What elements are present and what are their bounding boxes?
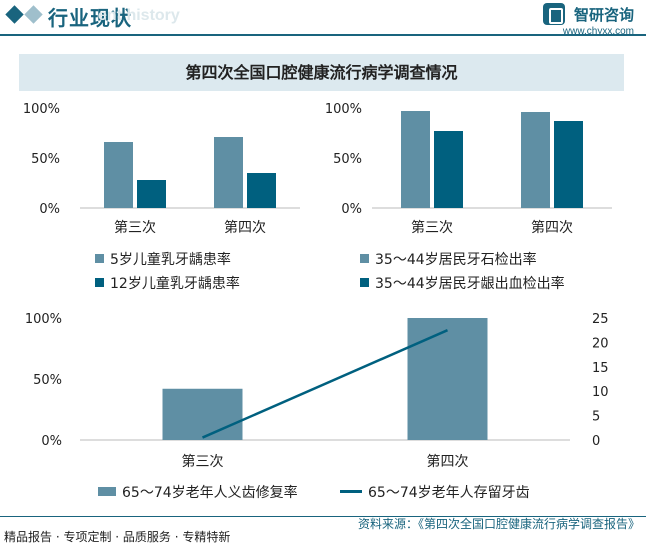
brand-url[interactable]: www.chyxx.com (562, 26, 634, 37)
legend-label: 65～74岁老年人存留牙齿 (368, 485, 530, 501)
x-tick-label: 第四次 (427, 453, 469, 470)
legend-label: 35～44岁居民牙龈出血检出率 (375, 276, 565, 292)
legend-item-c2-s1: 35～44岁居民牙石检出率 (360, 249, 537, 269)
bar-series1 (214, 137, 243, 208)
y2-tick-label: 0 (592, 434, 600, 449)
x-tick-label: 第三次 (182, 453, 224, 470)
y-tick-label: 0% (41, 434, 62, 449)
footer-tagline: 精品报告 · 专项定制 · 品质服务 · 专精特新 (4, 530, 231, 544)
legend-label: 35～44岁居民牙石检出率 (375, 252, 537, 268)
legend-swatch (360, 254, 369, 263)
legend-item-c1-s2: 12岁儿童乳牙龋患率 (95, 273, 240, 293)
legend-label: 12岁儿童乳牙龋患率 (110, 276, 240, 292)
brand[interactable]: 智研咨询 www.chyxx.com (542, 3, 634, 37)
legend-item-c3-bar: 65～74岁老年人义齿修复率 (98, 482, 298, 502)
legend-swatch (98, 487, 116, 496)
bar-series1 (401, 111, 430, 208)
bar-denture-rate (407, 318, 488, 440)
y2-tick-label: 5 (592, 410, 600, 425)
chart-banner-title: 第四次全国口腔健康流行病学调查情况 (19, 54, 624, 91)
bar-series2 (247, 173, 276, 208)
legend-item-c1-s1: 5岁儿童乳牙龋患率 (95, 249, 231, 269)
y2-tick-label: 20 (592, 336, 609, 351)
bar-series2 (137, 180, 166, 208)
legend-label: 5岁儿童乳牙龋患率 (110, 252, 231, 268)
y-tick-label: 100% (325, 102, 362, 117)
y2-tick-label: 25 (592, 312, 609, 327)
footer-source: 资料来源：《第四次全国口腔健康流行病学调查报告》 (357, 517, 640, 531)
brand-logo-icon (542, 3, 565, 25)
y2-tick-label: 15 (592, 361, 609, 376)
legend-swatch (95, 254, 104, 263)
y-tick-label: 50% (33, 373, 62, 388)
line-retained-teeth (201, 329, 449, 439)
y-tick-label: 50% (31, 152, 60, 167)
legend-item-c3-line: 65～74岁老年人存留牙齿 (340, 482, 530, 502)
x-tick-label: 第三次 (114, 219, 156, 236)
bar-series1 (104, 142, 133, 208)
bar-series2 (554, 121, 583, 208)
y2-tick-label: 10 (592, 385, 609, 400)
legend-item-c2-s2: 35～44岁居民牙龈出血检出率 (360, 273, 565, 293)
footer-divider (0, 516, 646, 517)
y-tick-label: 0% (39, 202, 60, 217)
legend-line-swatch (340, 490, 362, 493)
legend-swatch (95, 278, 104, 287)
y-tick-label: 50% (333, 152, 362, 167)
x-tick-label: 第三次 (411, 219, 453, 236)
brand-name: 智研咨询 (573, 5, 634, 24)
y-tick-label: 100% (25, 312, 62, 327)
legend-label: 65～74岁老年人义齿修复率 (122, 485, 298, 501)
x-tick-label: 第四次 (224, 219, 266, 236)
page-subtitle-watermark: ent history (98, 7, 180, 24)
bar-series1 (521, 112, 550, 208)
bar-denture-rate (162, 388, 243, 440)
y-tick-label: 100% (23, 102, 60, 117)
page-title: 行业现状 (48, 6, 132, 30)
header-divider (0, 34, 646, 36)
x-tick-label: 第四次 (531, 219, 573, 236)
bar-series2 (434, 131, 463, 208)
y-tick-label: 0% (341, 202, 362, 217)
header: 行业现状 ent history 智研咨询 www.chyxx.com (0, 0, 646, 37)
legend-swatch (360, 278, 369, 287)
